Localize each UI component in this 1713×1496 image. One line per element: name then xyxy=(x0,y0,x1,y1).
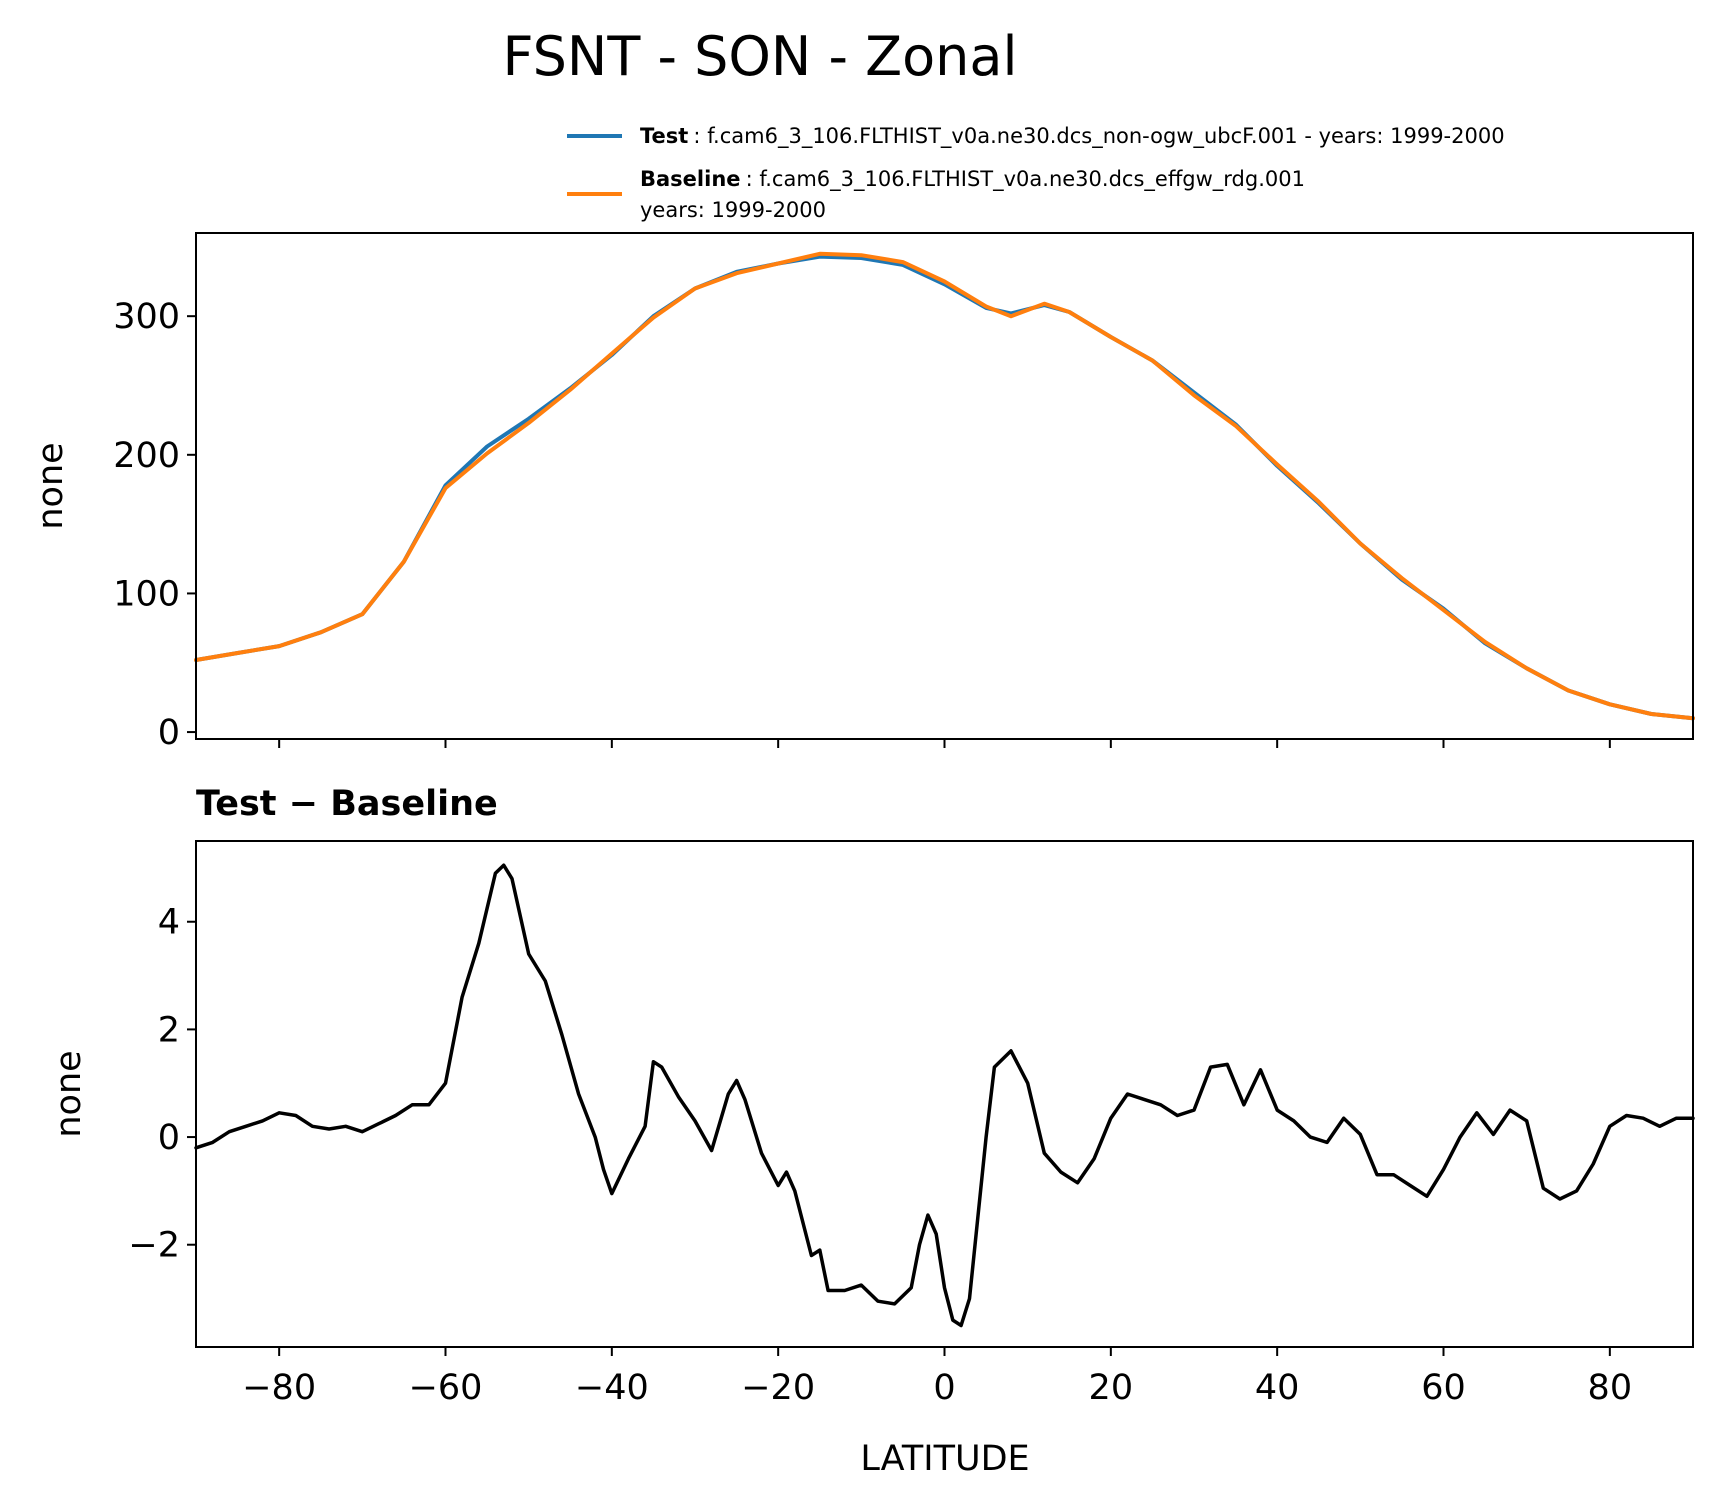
svg-text:Baseline : f.cam: Baseline : f.cam6_3_106.FLTHIST_v0a.ne30… xyxy=(640,167,1305,192)
top-series-lines xyxy=(194,251,1695,721)
x-tick-label: 20 xyxy=(1089,1368,1134,1408)
series-line-test xyxy=(194,254,1695,721)
legend: Test : f.cam6_3_106.FLTHIST_v0a.ne30.dcs… xyxy=(567,124,1505,222)
svg-text:Test : f.cam6_3_: Test : f.cam6_3_106.FLTHIST_v0a.ne30.dcs… xyxy=(640,124,1505,149)
y-tick-label: 0 xyxy=(158,713,180,753)
top-y-ticks: 0 100 200 300 xyxy=(113,297,196,753)
bottom-x-ticks: −80 −60 −40 −20 0 20 40 60 80 xyxy=(242,1347,1632,1408)
x-tick-label: 0 xyxy=(933,1368,955,1408)
x-axis-label: LATITUDE xyxy=(860,1439,1029,1479)
x-tick-label: −60 xyxy=(409,1368,483,1408)
legend-text-test: f.cam6_3_106.FLTHIST_v0a.ne30.dcs_non-og… xyxy=(707,124,1504,149)
bottom-series-lines xyxy=(194,863,1695,1328)
y-tick-label: 0 xyxy=(158,1118,180,1158)
top-x-ticks xyxy=(278,739,1611,748)
series-line-baseline xyxy=(194,251,1695,721)
legend-label-test: Test xyxy=(640,124,688,148)
x-tick-label: 60 xyxy=(1421,1368,1466,1408)
x-tick-label: 40 xyxy=(1255,1368,1300,1408)
top-panel: 0 100 200 300 none xyxy=(31,232,1695,753)
x-tick-label: −20 xyxy=(741,1368,815,1408)
top-axes-frame xyxy=(195,232,1694,740)
legend-text-baseline: f.cam6_3_106.FLTHIST_v0a.ne30.dcs_effgw_… xyxy=(759,167,1305,192)
x-tick-label: −40 xyxy=(575,1368,649,1408)
bottom-y-axis-label: none xyxy=(49,1050,89,1137)
y-tick-label: 2 xyxy=(158,1010,180,1050)
top-y-axis-label: none xyxy=(31,442,71,529)
legend-text-baseline-years: years: 1999-2000 xyxy=(640,198,826,222)
series-line-difference xyxy=(194,863,1695,1328)
y-tick-label: 200 xyxy=(113,436,180,476)
bottom-panel-title: Test − Baseline xyxy=(196,784,498,824)
y-tick-label: 300 xyxy=(113,297,180,337)
bottom-y-ticks: −2 0 2 4 xyxy=(128,903,196,1266)
bottom-axes-frame xyxy=(195,840,1694,1348)
y-tick-label: 4 xyxy=(158,903,180,943)
x-tick-label: 80 xyxy=(1588,1368,1633,1408)
chart-title: FSNT - SON - Zonal xyxy=(503,25,1018,88)
y-tick-label: −2 xyxy=(128,1226,180,1266)
legend-label-baseline: Baseline xyxy=(640,167,741,191)
x-tick-label: −80 xyxy=(242,1368,316,1408)
y-tick-label: 100 xyxy=(113,574,180,614)
